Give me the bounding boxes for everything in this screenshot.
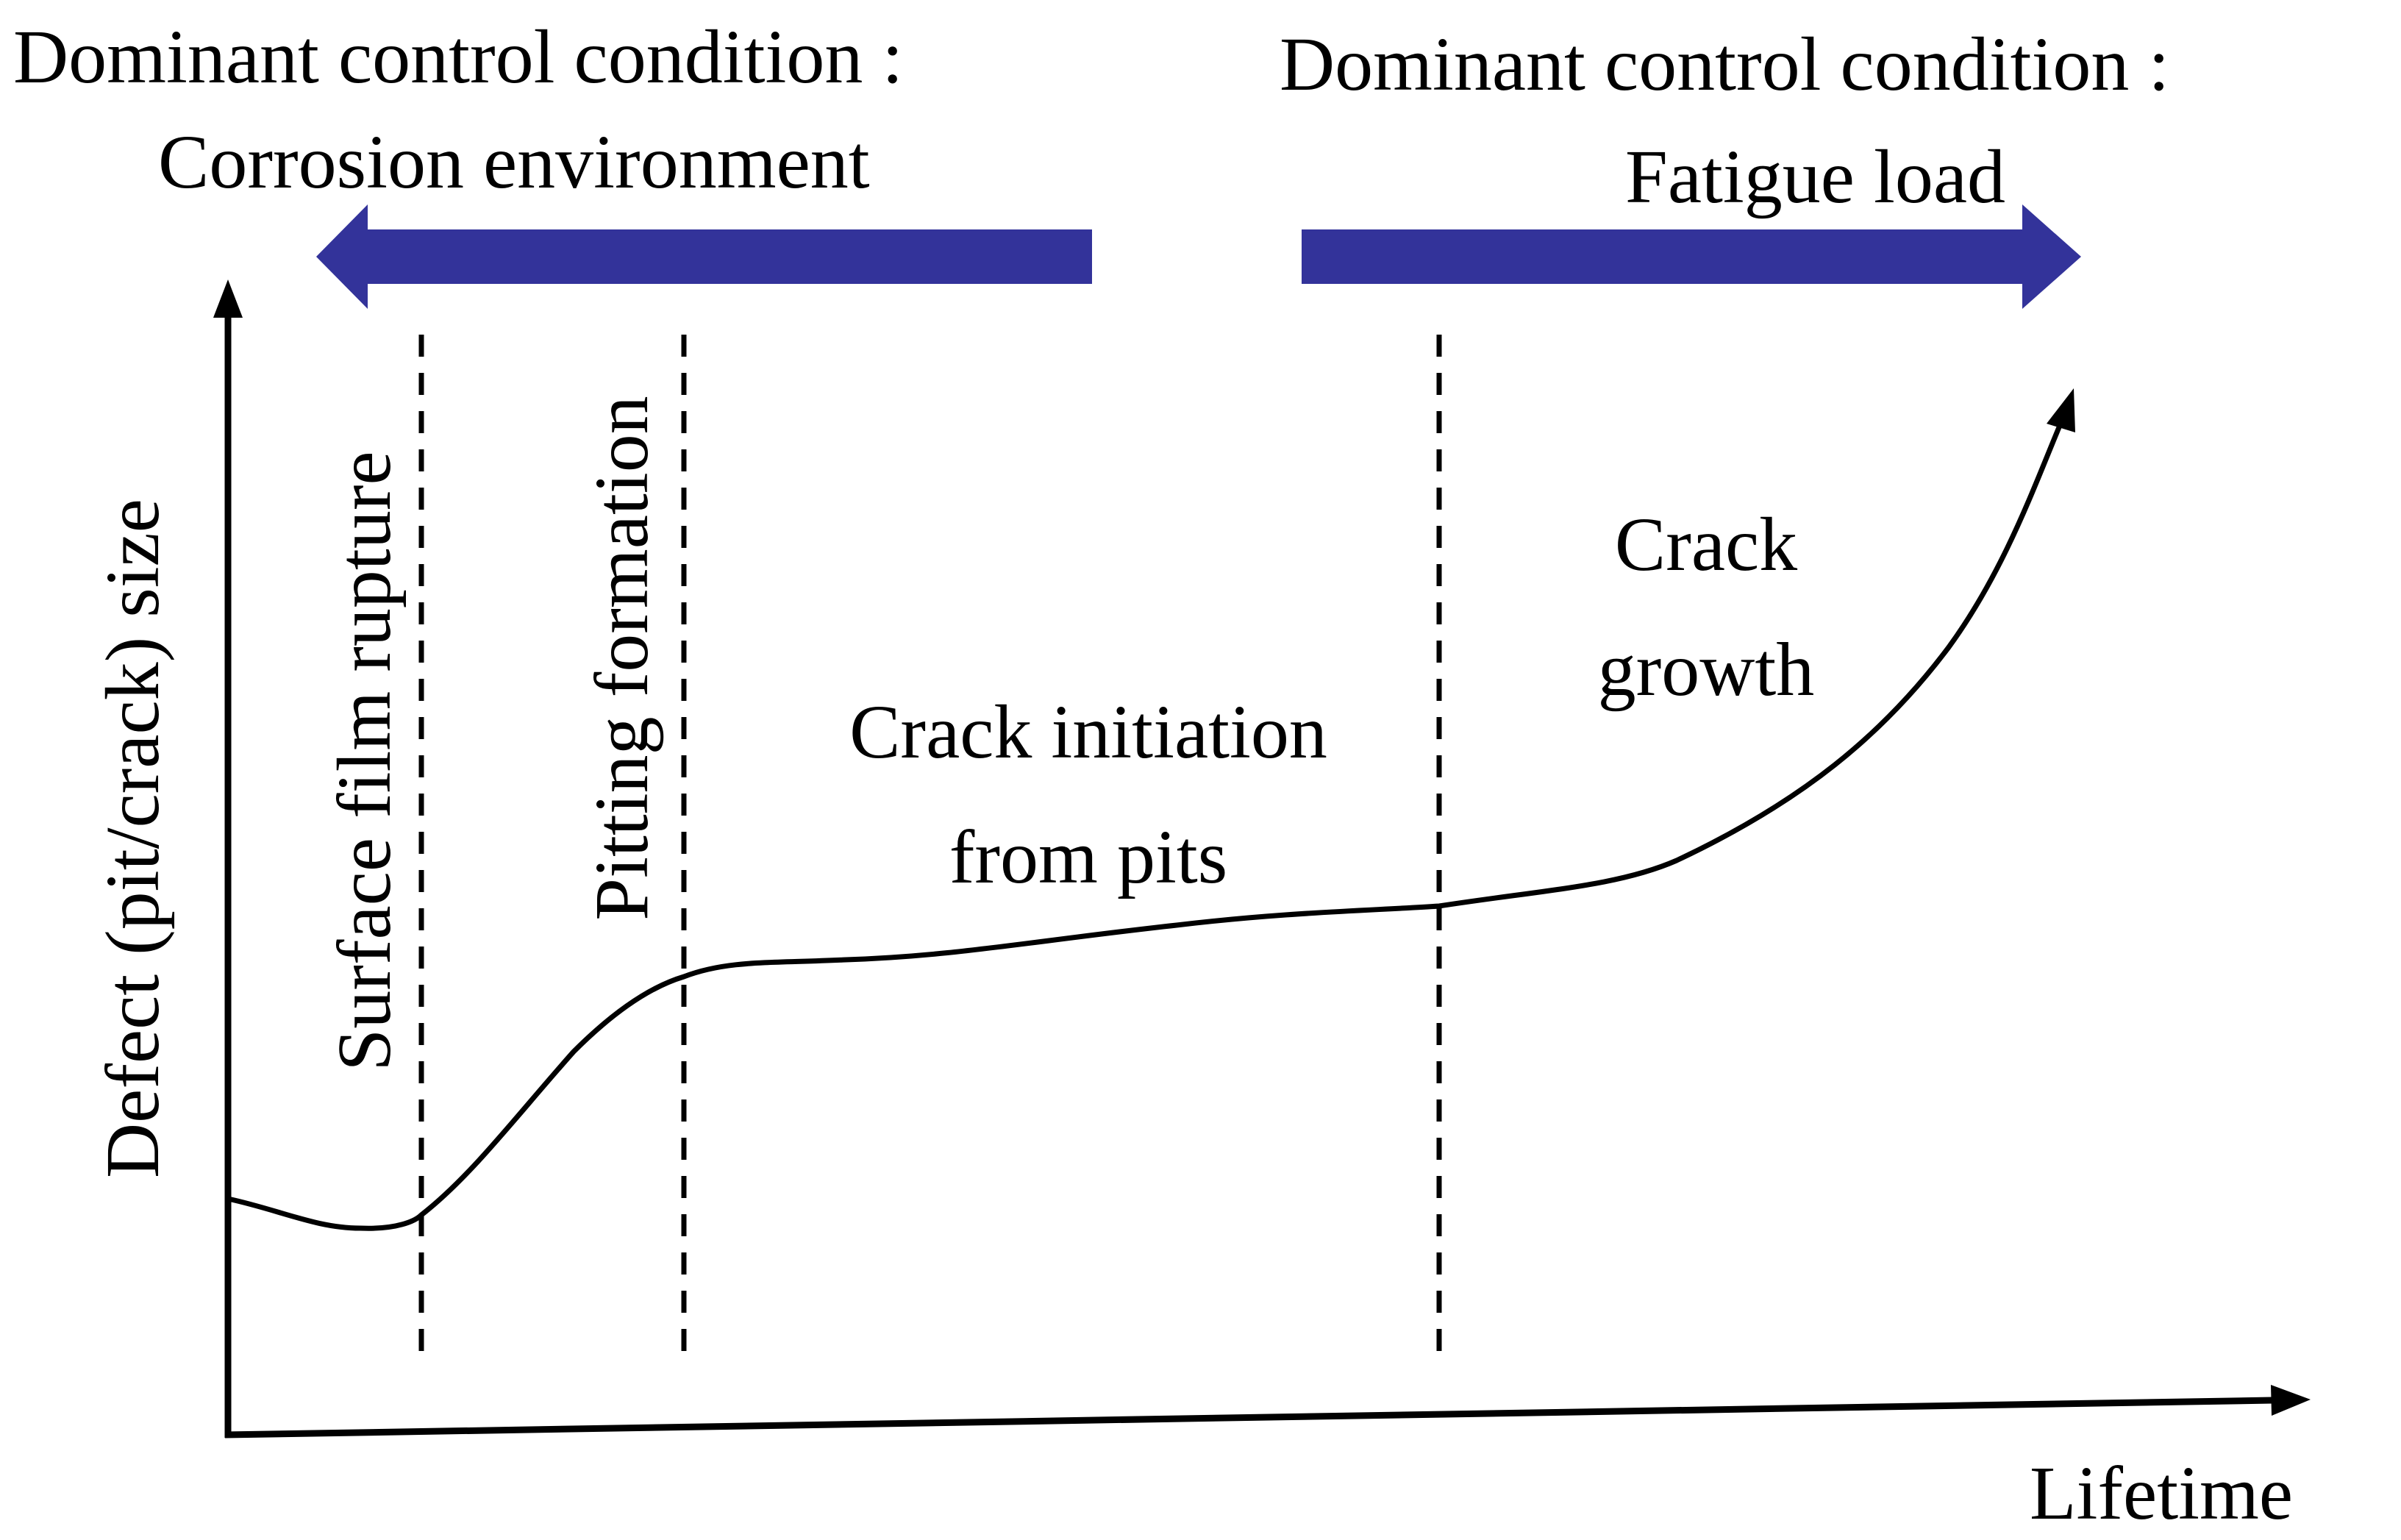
stage-label-pitting-formation: Pitting formation	[579, 396, 664, 921]
right-condition-value: Fatigue load	[1625, 135, 2005, 219]
corrosion-arrow	[316, 204, 1092, 309]
corrosion-arrow-shaft	[353, 229, 1092, 284]
y-axis-label: Defect (pit/crack) size	[90, 499, 175, 1178]
left-condition-value: Corrosion environment	[158, 120, 870, 204]
corrosion-arrow-head	[316, 204, 368, 309]
right-condition-title: Dominant control condition :	[1280, 22, 2169, 107]
stage-label-crack-initiation-line2: from pits	[949, 815, 1227, 899]
fatigue-arrow	[1302, 204, 2081, 309]
axes	[213, 279, 2311, 1439]
x-axis-label: Lifetime	[2030, 1451, 2293, 1536]
stage-label-crack-growth-line2: growth	[1598, 627, 1815, 712]
defect-size-curve	[227, 412, 2068, 1231]
defect-curve-arrowhead	[2047, 388, 2075, 432]
fatigue-arrow-head	[2022, 204, 2081, 309]
fatigue-arrow-shaft	[1302, 229, 2030, 284]
x-axis-line	[224, 1397, 2273, 1439]
stage-label-surface-film-rupture: Surface film rupture	[322, 451, 407, 1071]
y-axis-arrowhead	[213, 279, 243, 318]
x-axis-arrowhead	[2271, 1385, 2311, 1416]
left-condition-title: Dominant control condition :	[13, 15, 903, 99]
stage-label-crack-initiation-line1: Crack initiation	[849, 690, 1327, 774]
stage-label-crack-growth-line1: Crack	[1615, 502, 1797, 587]
